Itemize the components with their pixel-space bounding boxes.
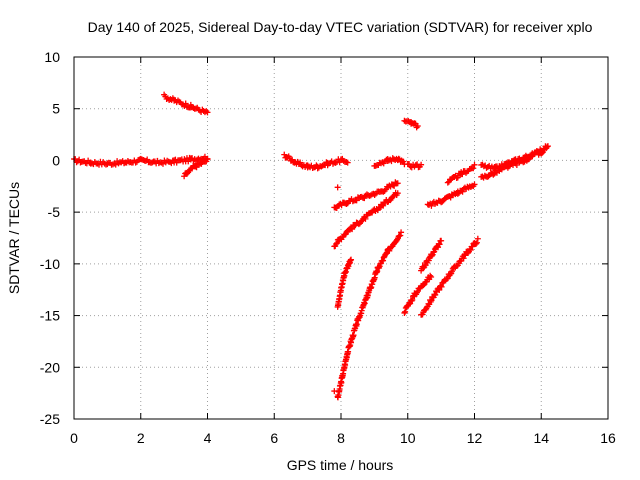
data-point	[362, 215, 369, 222]
grid-lines	[74, 57, 608, 419]
data-point	[192, 163, 199, 170]
data-point	[459, 188, 466, 195]
y-axis-title: SDTVAR / TECUs	[6, 182, 22, 294]
data-point	[372, 162, 379, 169]
data-point	[485, 173, 492, 180]
data-point	[203, 108, 210, 115]
x-tick-label: 10	[400, 430, 416, 446]
data-point	[405, 118, 412, 125]
data-point	[204, 156, 211, 163]
y-tick-label: -10	[40, 256, 60, 272]
data-point	[430, 249, 437, 256]
data-point	[375, 264, 382, 271]
data-point	[460, 255, 467, 262]
data-point	[334, 184, 341, 191]
y-tick-label: 0	[52, 152, 60, 168]
x-tick-label: 0	[70, 430, 78, 446]
data-point	[539, 149, 546, 156]
data-point	[471, 161, 478, 168]
data-point	[454, 174, 461, 181]
x-axis-title: GPS time / hours	[287, 457, 394, 473]
data-point	[181, 173, 188, 180]
data-point	[331, 388, 338, 395]
data-point	[409, 296, 416, 303]
chart-title: Day 140 of 2025, Sidereal Day-to-day VTE…	[88, 19, 593, 35]
data-point	[428, 252, 435, 259]
data-point	[474, 235, 481, 242]
x-tick-label: 16	[600, 430, 616, 446]
data-point	[438, 283, 445, 290]
data-point	[394, 180, 401, 187]
data-point	[333, 241, 340, 248]
data-point	[513, 158, 520, 165]
data-point	[544, 143, 551, 150]
y-tick-label: 10	[44, 49, 60, 65]
x-tick-label: 12	[467, 430, 483, 446]
data-point	[490, 171, 497, 178]
data-point	[380, 257, 387, 264]
data-point	[343, 201, 350, 208]
data-point	[333, 240, 340, 247]
data-point	[473, 240, 480, 247]
data-points	[71, 91, 551, 401]
data-point	[344, 159, 351, 166]
data-point	[401, 309, 408, 316]
y-tick-label: -5	[48, 204, 61, 220]
x-tick-label: 6	[270, 430, 278, 446]
data-point	[444, 179, 451, 186]
data-point	[348, 256, 355, 263]
data-point	[436, 241, 443, 248]
data-point	[469, 243, 476, 250]
x-tick-label: 2	[137, 430, 145, 446]
data-point	[397, 232, 404, 239]
data-point	[471, 181, 478, 188]
y-tick-label: -15	[40, 308, 60, 324]
data-point	[438, 237, 445, 244]
data-point	[427, 272, 434, 279]
data-point	[297, 159, 304, 166]
data-point	[425, 257, 432, 264]
data-point	[340, 157, 347, 164]
tick-labels: 0 2 4 6 8 10 12 14 16 -25 -20 -15 -10 -5 0 5 10	[40, 49, 616, 446]
data-point	[351, 223, 358, 230]
data-point	[418, 161, 425, 168]
data-point	[436, 286, 443, 293]
y-tick-label: -25	[40, 411, 60, 427]
data-point	[473, 239, 480, 246]
data-point	[204, 109, 211, 116]
x-tick-label: 8	[337, 430, 345, 446]
data-point	[402, 308, 409, 315]
data-point	[349, 226, 356, 233]
data-point	[112, 161, 119, 168]
data-point	[428, 273, 435, 280]
y-tick-label: 5	[52, 101, 60, 117]
data-point	[390, 192, 397, 199]
data-point	[408, 298, 415, 305]
data-point	[182, 100, 189, 107]
data-point	[394, 190, 401, 197]
plot-frame	[73, 56, 609, 420]
data-point	[379, 159, 386, 166]
data-point	[398, 229, 405, 236]
x-tick-label: 4	[204, 430, 212, 446]
data-point	[414, 122, 421, 129]
data-point	[467, 246, 474, 253]
axis-ticks	[73, 56, 609, 420]
y-tick-label: -20	[40, 359, 60, 375]
data-point	[470, 165, 477, 172]
data-point	[380, 202, 387, 209]
x-tick-label: 14	[533, 430, 549, 446]
